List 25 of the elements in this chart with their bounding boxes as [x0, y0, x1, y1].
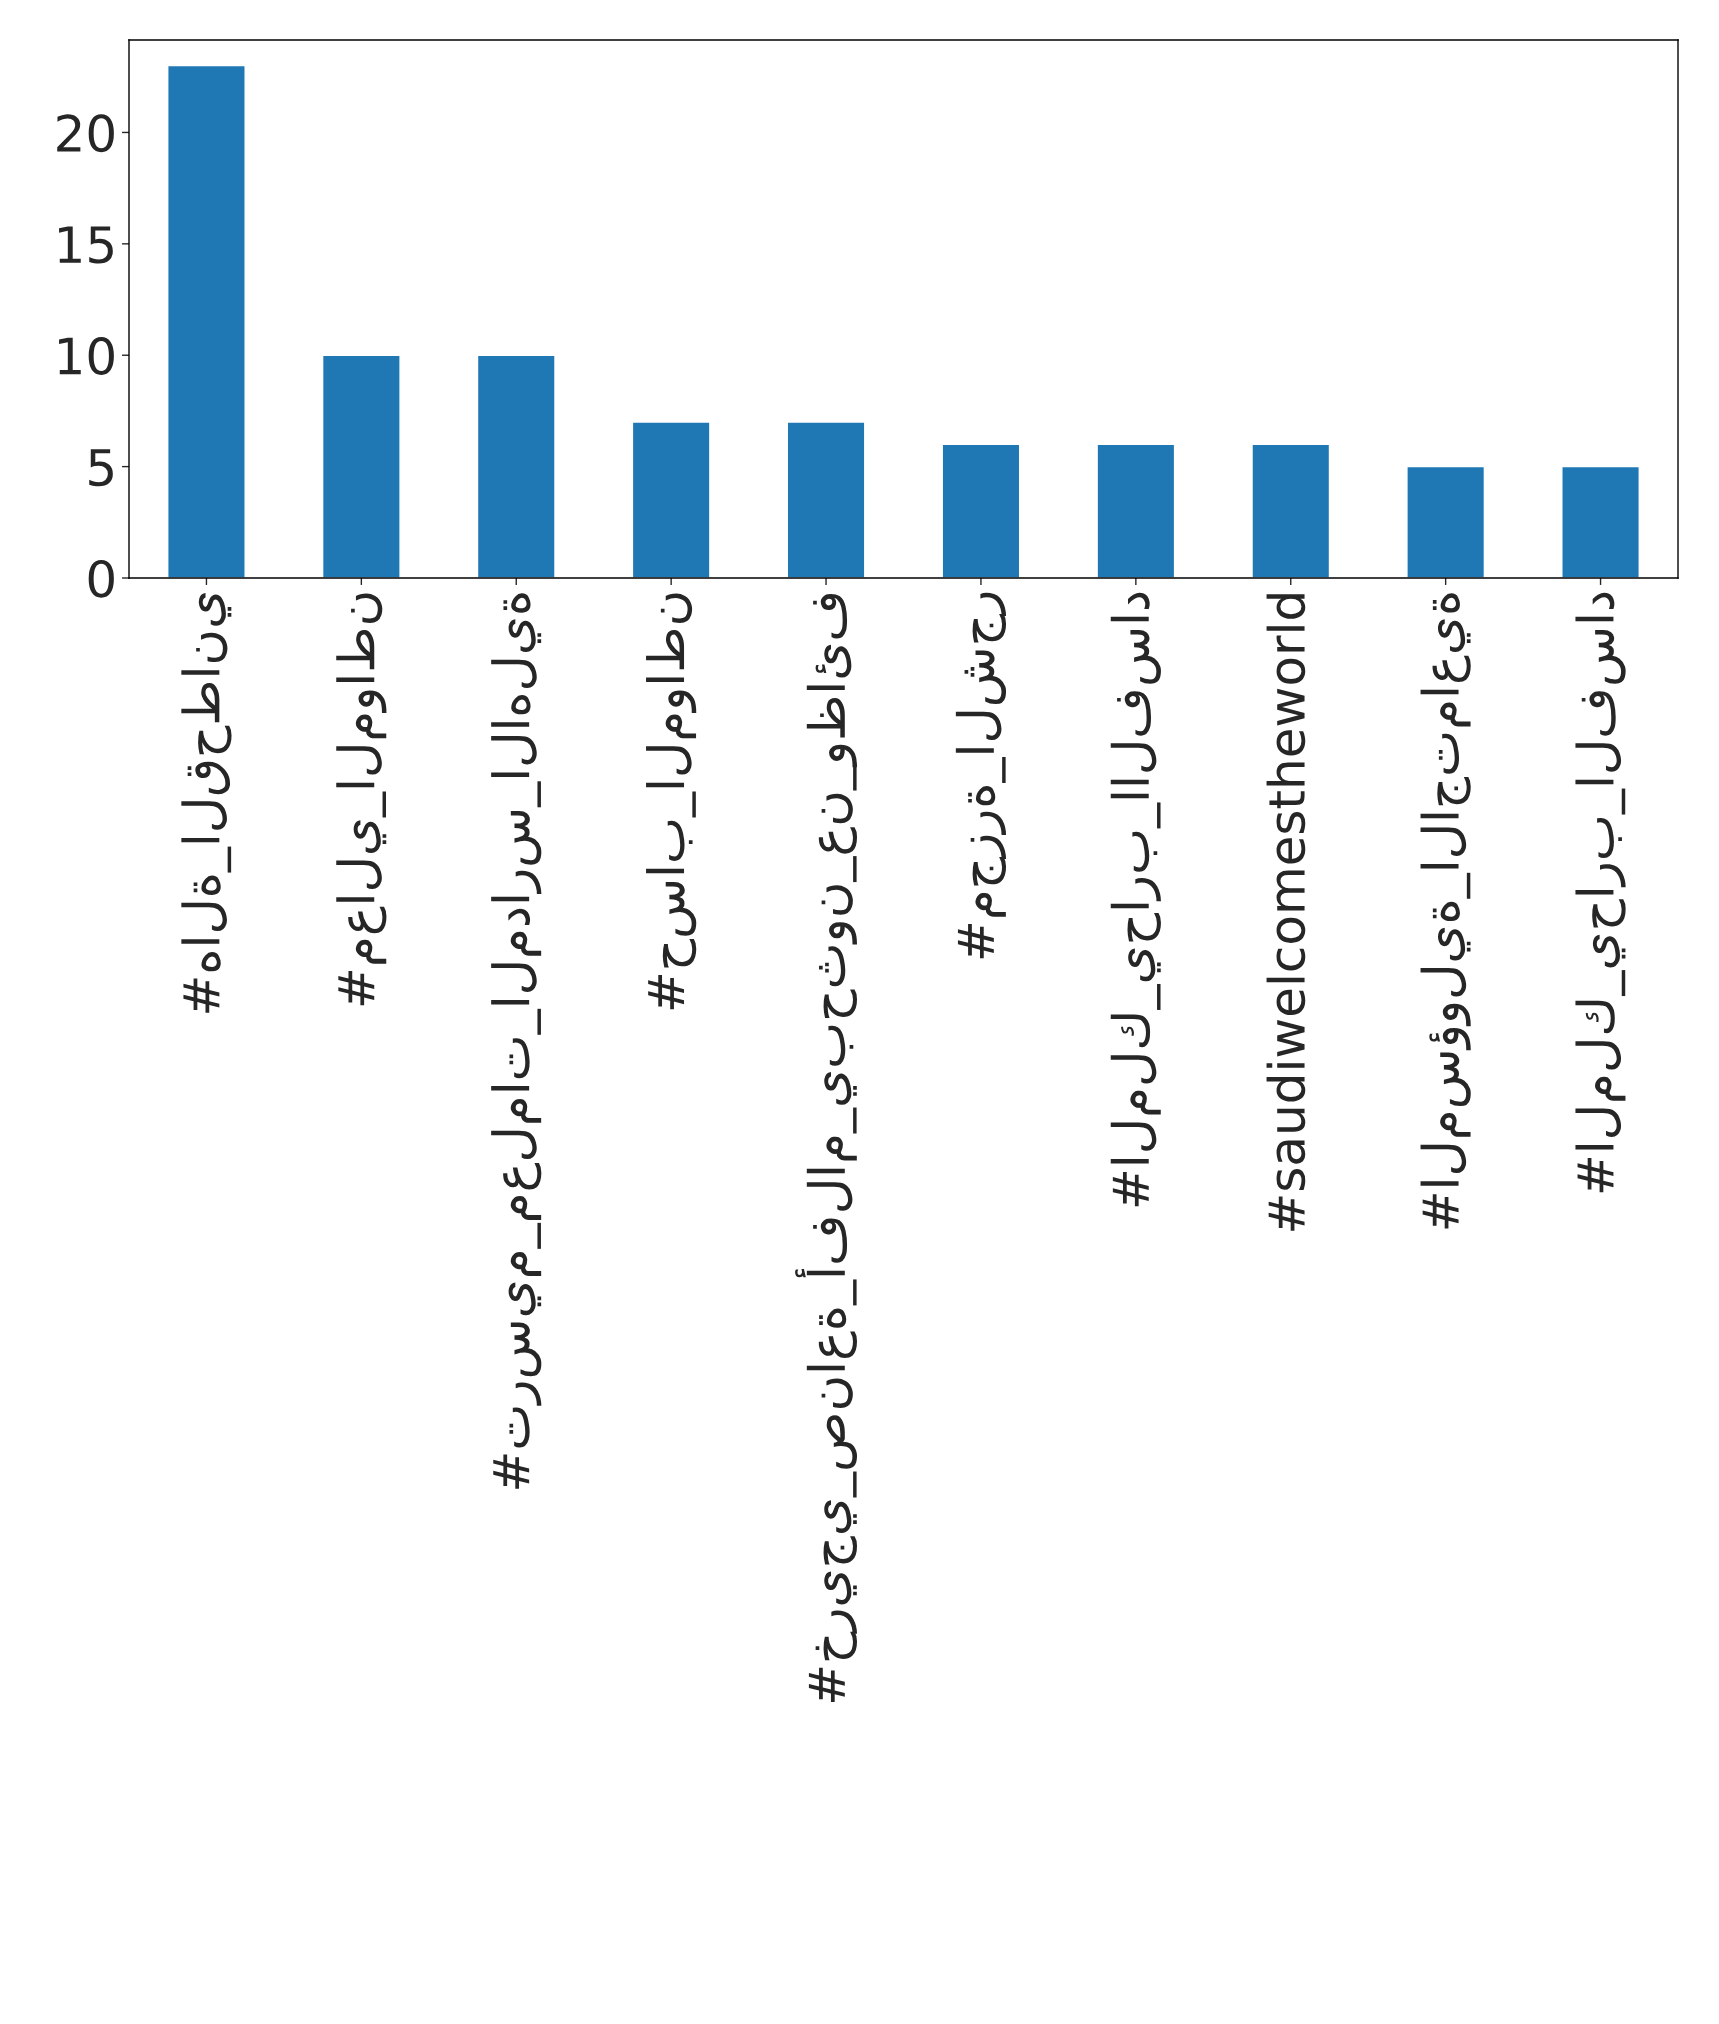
y-tick-label: 15: [59, 226, 113, 264]
x-tick-label: #حساب_المواطن: [646, 593, 697, 1010]
x-tick-label: #saudiwelcomestheworld: [1266, 594, 1306, 1231]
x-tick-label: #ترسيم_معلمات_المدارس_الاهلية: [491, 593, 542, 1489]
y-tick-label: 10: [59, 337, 114, 375]
y-tick-label: 5: [89, 449, 113, 487]
bar: [167, 64, 246, 578]
bar: [1096, 443, 1176, 578]
y-tick-label: 0: [88, 559, 114, 598]
x-tick-label: #الملك_يحارب_االفساد: [1110, 592, 1161, 1207]
x-tick-label: #هالة_القحطاني: [181, 593, 232, 1013]
bar: [321, 354, 401, 578]
bar: [1251, 443, 1331, 578]
x-tick-label: #المسؤولية_الاجتماعية: [1420, 593, 1471, 1229]
y-tick-label: 20: [57, 114, 114, 153]
x-tick-label: #خريجي_صناعة_أفلام_يبحثون_عن_وظائف: [795, 594, 858, 1703]
bar: [786, 421, 866, 578]
x-tick-label: #مجزرة_الشجر: [955, 592, 1007, 959]
bar: [476, 354, 556, 578]
bar: [1406, 465, 1486, 578]
bar: [1561, 465, 1640, 578]
x-tick-label: #معالي_المواطن: [336, 593, 387, 1006]
bar: [631, 421, 711, 578]
bar: [941, 443, 1021, 578]
x-tick-label: #الملك_يحارب_الفساد: [1575, 592, 1626, 1193]
